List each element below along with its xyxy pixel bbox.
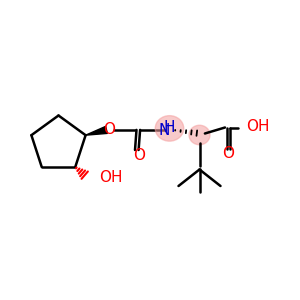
Text: OH: OH bbox=[246, 119, 269, 134]
Text: O: O bbox=[134, 148, 146, 164]
Text: N: N bbox=[159, 123, 170, 138]
Polygon shape bbox=[85, 126, 107, 135]
Text: H: H bbox=[164, 120, 175, 135]
Text: OH: OH bbox=[99, 170, 123, 185]
Ellipse shape bbox=[155, 116, 184, 141]
Text: O: O bbox=[222, 146, 234, 161]
Ellipse shape bbox=[189, 125, 210, 145]
Text: O: O bbox=[103, 122, 116, 137]
